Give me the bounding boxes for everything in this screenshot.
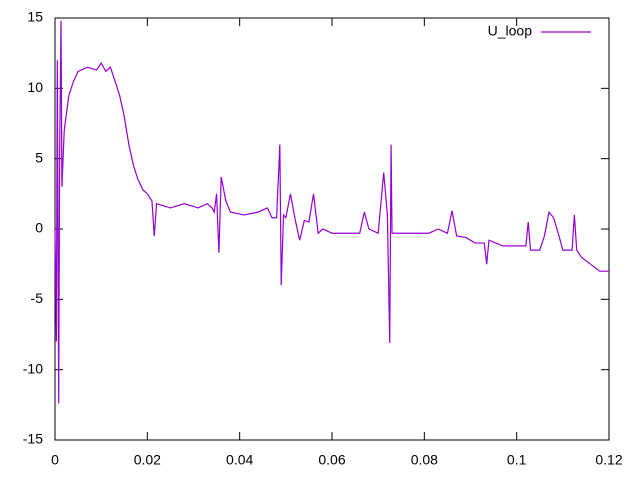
y-tick-label: 5 xyxy=(35,149,43,165)
x-tick-label: 0.04 xyxy=(226,452,253,468)
legend-label: U_loop xyxy=(488,23,533,39)
y-tick-label: -15 xyxy=(23,431,43,447)
y-tick-label: -10 xyxy=(23,360,43,376)
x-tick-label: 0.08 xyxy=(411,452,438,468)
plot-frame xyxy=(54,17,610,441)
y-tick-label: 0 xyxy=(35,220,43,236)
x-tick-label: 0.02 xyxy=(134,452,161,468)
y-tick-label: 15 xyxy=(27,9,43,25)
y-tick-label: 10 xyxy=(27,79,43,95)
x-tick-label: 0.1 xyxy=(507,452,527,468)
x-tick-label: 0 xyxy=(51,452,59,468)
x-tick-label: 0.12 xyxy=(595,452,622,468)
x-tick-label: 0.06 xyxy=(318,452,345,468)
data-line xyxy=(54,20,609,404)
y-tick-label: -5 xyxy=(31,290,44,306)
